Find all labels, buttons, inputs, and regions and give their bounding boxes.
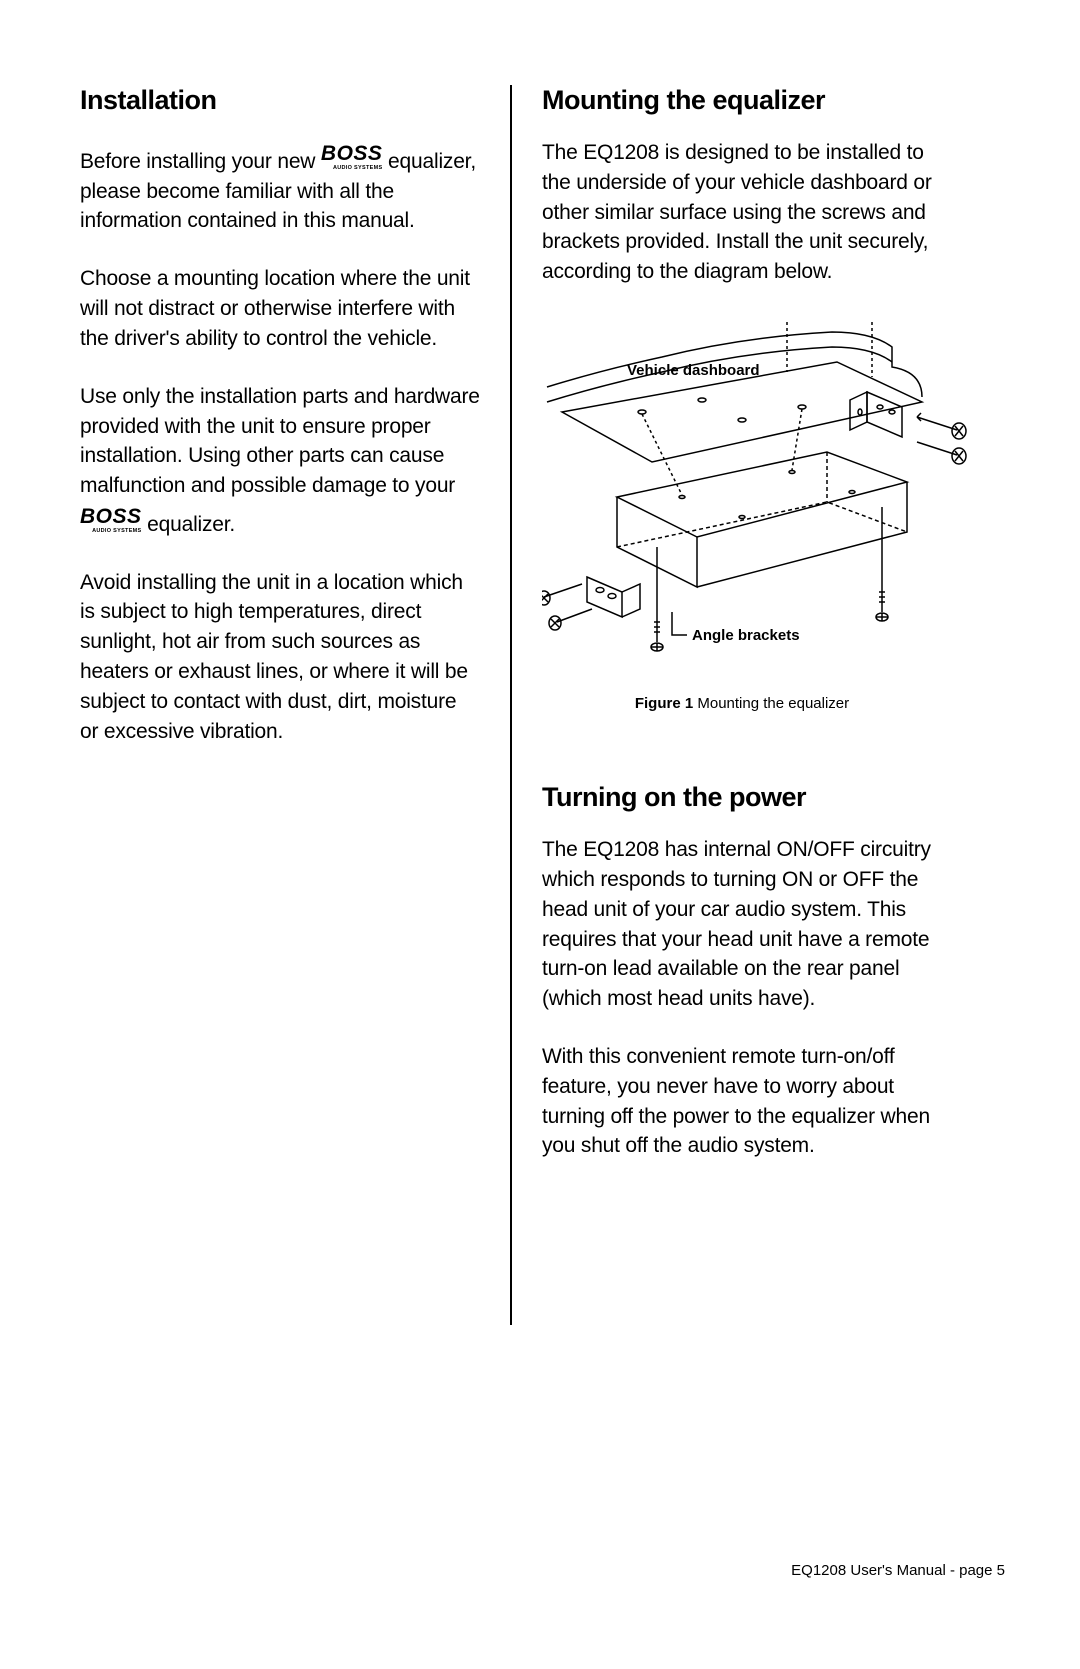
installation-para-3: Use only the installation parts and hard… [80, 382, 480, 540]
right-column: Mounting the equalizer The EQ1208 is des… [512, 85, 942, 1325]
installation-para-2: Choose a mounting location where the uni… [80, 264, 480, 353]
page-footer: EQ1208 User's Manual - page 5 [791, 1562, 1005, 1579]
left-column: Installation Before installing your new … [80, 85, 510, 1325]
boss-logo-inline: BOSSAUDIO SYSTEMS [321, 139, 383, 173]
boss-logo-inline-2: BOSSAUDIO SYSTEMS [80, 502, 142, 536]
mounting-heading: Mounting the equalizer [542, 85, 942, 116]
installation-para-4: Avoid installing the unit in a location … [80, 568, 480, 747]
figure-caption: Figure 1 Mounting the equalizer [542, 695, 942, 712]
power-heading: Turning on the power [542, 782, 942, 813]
mounting-para: The EQ1208 is designed to be installed t… [542, 138, 942, 287]
mounting-figure: Vehicle dashboard Angle brackets [542, 322, 942, 722]
power-para-2: With this convenient remote turn-on/off … [542, 1042, 942, 1161]
installation-para-1: Before installing your new BOSSAUDIO SYS… [80, 138, 480, 236]
page-content: Installation Before installing your new … [0, 0, 1080, 1325]
label-dashboard: Vehicle dashboard [627, 362, 760, 379]
installation-heading: Installation [80, 85, 480, 116]
label-brackets: Angle brackets [692, 627, 800, 644]
power-para-1: The EQ1208 has internal ON/OFF circuitry… [542, 835, 942, 1014]
